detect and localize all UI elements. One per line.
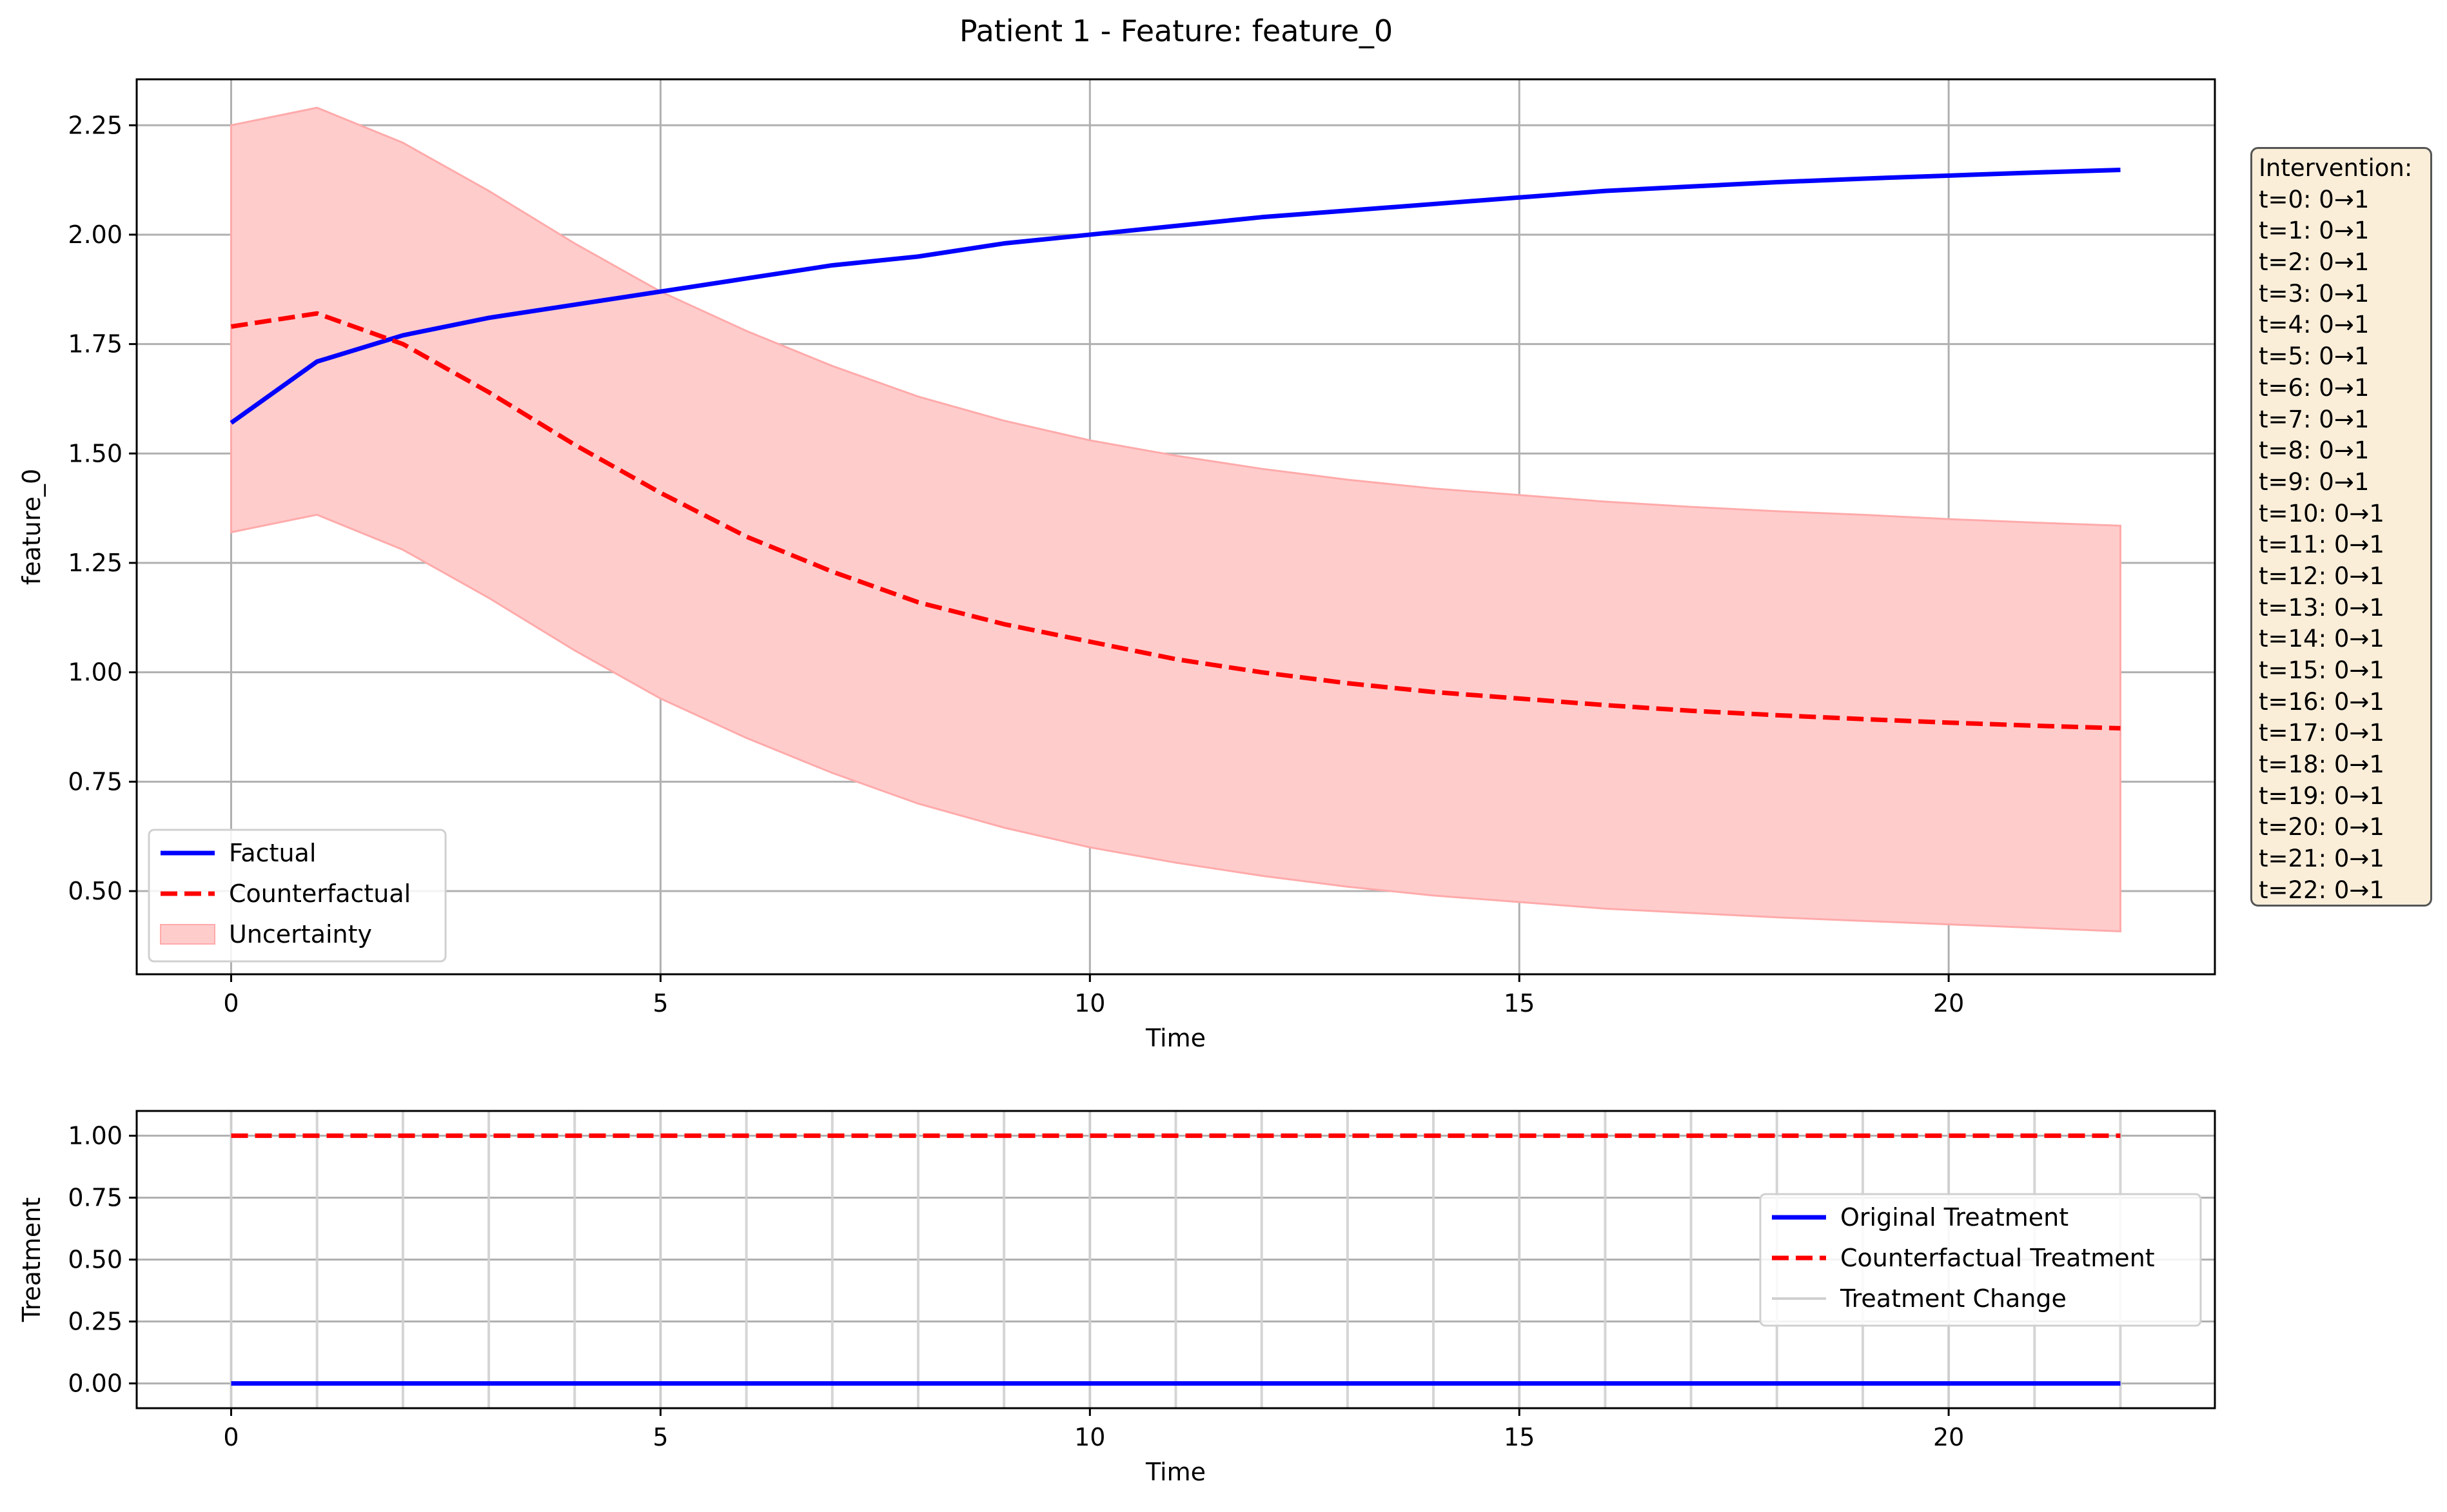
feature-plot-x-label: Time — [1145, 1024, 1206, 1052]
y-tick-label: 0.50 — [68, 877, 123, 905]
treatment-plot-y-label: Treatment — [17, 1197, 46, 1322]
feature-counterfactual-line — [230, 311, 2121, 731]
treatment-plot-x-label: Time — [1145, 1458, 1206, 1486]
y-tick-label: 0.75 — [68, 767, 123, 796]
legend-label: Counterfactual Treatment — [1840, 1244, 2155, 1272]
y-tick-label: 2.00 — [68, 221, 123, 249]
x-tick-label: 20 — [1933, 1423, 1964, 1451]
y-tick-label: 1.50 — [68, 439, 123, 467]
feature-plot-ticks: 0 5 10 15 20 0.50 0.75 1.00 1.25 1.50 1.75 2.00 2.25 — [68, 111, 1964, 1017]
x-tick-label: 0 — [223, 989, 239, 1017]
intervention-entry: t=22: 0→1 — [2259, 876, 2384, 904]
legend-box — [1759, 1193, 2202, 1327]
treatment-change-lines — [230, 1111, 2122, 1408]
feature-plot-frame — [135, 78, 2216, 976]
intervention-entry: t=5: 0→1 — [2259, 342, 2370, 371]
y-tick-label: 0.50 — [68, 1246, 123, 1274]
legend-label: Original Treatment — [1840, 1203, 2069, 1232]
intervention-entry: t=15: 0→1 — [2259, 656, 2384, 684]
x-tick-label: 10 — [1074, 989, 1105, 1017]
intervention-entry: t=12: 0→1 — [2259, 562, 2384, 590]
treatment-plot-legend: Original Treatment Counterfactual Treatme… — [1759, 1193, 2202, 1327]
y-tick-label: 2.25 — [68, 111, 123, 139]
intervention-list: t=0: 0→1 t=1: 0→1 t=2: 0→1 t=3: 0→1 t=4: 0→1… — [2259, 184, 2430, 907]
intervention-entry: t=9: 0→1 — [2259, 467, 2370, 496]
y-tick-label: 0.75 — [68, 1183, 123, 1212]
feature-plot-series — [230, 167, 2121, 731]
intervention-entry: t=3: 0→1 — [2259, 279, 2370, 308]
intervention-entry: t=21: 0→1 — [2259, 845, 2384, 873]
y-tick-label: 1.25 — [68, 549, 123, 577]
feature-factual-line — [230, 167, 2121, 425]
intervention-entry: t=0: 0→1 — [2259, 185, 2370, 213]
uncertainty-area — [230, 106, 2121, 933]
intervention-entry: t=4: 0→1 — [2259, 311, 2370, 339]
intervention-entry: t=6: 0→1 — [2259, 373, 2370, 402]
legend-label: Counterfactual — [229, 879, 411, 908]
x-tick-label: 15 — [1504, 1423, 1535, 1451]
x-tick-label: 10 — [1074, 1423, 1105, 1451]
figure-title: Patient 1 - Feature: feature_0 — [959, 14, 1393, 48]
treatment-plot: 0 5 10 15 20 0.00 0.25 0.50 0.75 1.00 Time Treatm… — [17, 1110, 2216, 1486]
x-tick-label: 0 — [223, 1423, 239, 1451]
uncertainty-band — [230, 106, 2121, 933]
intervention-entry: t=20: 0→1 — [2259, 813, 2384, 841]
y-tick-label: 0.25 — [68, 1308, 123, 1336]
treatment-plot-ticks: 0 5 10 15 20 0.00 0.25 0.50 0.75 1.00 — [68, 1121, 1964, 1451]
y-tick-label: 1.00 — [68, 658, 123, 687]
legend-box — [148, 829, 447, 963]
intervention-entry: t=1: 0→1 — [2259, 217, 2370, 245]
intervention-entry: t=10: 0→1 — [2259, 499, 2384, 527]
x-tick-label: 15 — [1504, 989, 1535, 1017]
intervention-title: Intervention: — [2259, 154, 2413, 182]
intervention-entry: t=16: 0→1 — [2259, 687, 2384, 716]
legend-label: Uncertainty — [229, 920, 372, 948]
feature-plot-legend: Factual Counterfactual Uncertainty — [148, 829, 447, 963]
x-tick-label: 5 — [653, 989, 668, 1017]
y-tick-label: 1.75 — [68, 330, 123, 358]
x-tick-label: 5 — [653, 1423, 668, 1451]
y-tick-label: 0.00 — [68, 1370, 123, 1398]
intervention-entry: t=13: 0→1 — [2259, 593, 2384, 622]
intervention-entry: t=2: 0→1 — [2259, 248, 2370, 277]
y-tick-label: 1.00 — [68, 1121, 123, 1150]
intervention-entry: t=8: 0→1 — [2259, 437, 2370, 465]
intervention-entry: t=14: 0→1 — [2259, 625, 2384, 653]
intervention-entry: t=19: 0→1 — [2259, 781, 2384, 810]
intervention-entry: t=17: 0→1 — [2259, 719, 2384, 747]
legend-label: Factual — [229, 839, 316, 867]
legend-swatch — [160, 924, 215, 945]
x-tick-label: 20 — [1933, 989, 1964, 1017]
intervention-annotation: Intervention: t=0: 0→1 t=1: 0→1 t=2: 0→1 t=… — [2250, 147, 2432, 907]
intervention-entry: t=11: 0→1 — [2259, 531, 2384, 559]
intervention-entry: t=7: 0→1 — [2259, 405, 2370, 433]
feature-plot: 0 5 10 15 20 0.50 0.75 1.00 1.25 1.50 1.75 2.00 2.25… — [17, 78, 2216, 1052]
legend-label: Treatment Change — [1840, 1284, 2067, 1313]
feature-plot-y-label: feature_0 — [17, 469, 46, 585]
intervention-entry: t=18: 0→1 — [2259, 751, 2384, 779]
treatment-plot-series — [231, 1133, 2121, 1386]
